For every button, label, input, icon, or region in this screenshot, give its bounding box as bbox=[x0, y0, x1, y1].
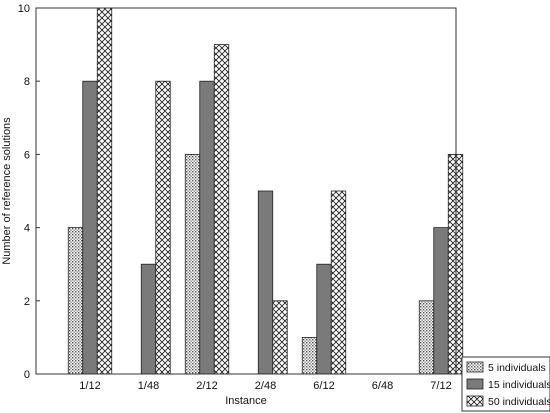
bar-6-12-series-1 bbox=[301, 336, 318, 375]
x-axis-label: Instance bbox=[225, 395, 267, 407]
bar-1-12-series-3 bbox=[96, 7, 113, 375]
bar-7-12-series-1 bbox=[418, 300, 435, 375]
bar-2-48-series-2 bbox=[257, 190, 274, 375]
bar-1-48-series-2 bbox=[140, 263, 157, 375]
legend-swatch-15-individuals bbox=[466, 378, 484, 390]
bar-1-12-series-2 bbox=[82, 80, 98, 375]
bar-1-12-series-1 bbox=[67, 227, 84, 375]
legend-label-5-individuals: 5 individuals bbox=[488, 362, 546, 374]
bar-6-12-series-3 bbox=[330, 190, 347, 375]
bars-group bbox=[67, 7, 464, 375]
bar-2-12-series-1 bbox=[184, 153, 201, 375]
x-tick-label: 7/12 bbox=[430, 380, 451, 392]
bar-2-12-series-2 bbox=[199, 80, 215, 375]
x-tick-label: 2/48 bbox=[255, 380, 276, 392]
legend-label-50-individuals: 50 individuals bbox=[488, 396, 550, 408]
legend-swatch-5-individuals bbox=[466, 361, 484, 373]
y-tick-label: 6 bbox=[24, 149, 30, 161]
y-axis-label: Number of reference solutions bbox=[1, 117, 13, 265]
y-axis-ticks: 0 2 4 6 8 10 bbox=[18, 3, 40, 381]
legend-label-15-individuals: 15 individuals bbox=[488, 379, 550, 391]
plot-frame bbox=[35, 7, 457, 375]
x-tick-label: 1/12 bbox=[79, 380, 100, 392]
bar-2-48-series-3 bbox=[272, 300, 288, 375]
y-tick-label: 4 bbox=[24, 223, 30, 235]
legend-swatch-50-individuals bbox=[466, 395, 484, 407]
bar-1-48-series-3 bbox=[155, 80, 171, 375]
x-tick-label: 6/12 bbox=[313, 380, 334, 392]
x-axis-ticks: 1/12 1/48 2/12 2/48 6/12 6/48 7/12 bbox=[79, 380, 451, 392]
legend: 5 individuals 15 individuals 50 individu… bbox=[461, 356, 550, 412]
y-tick-label: 8 bbox=[24, 76, 30, 88]
x-tick-label: 6/48 bbox=[372, 380, 393, 392]
bar-6-12-series-2 bbox=[316, 263, 332, 375]
x-tick-label: 2/12 bbox=[196, 380, 217, 392]
bar-7-12-series-2 bbox=[433, 227, 449, 375]
y-tick-label: 10 bbox=[18, 3, 30, 15]
y-tick-label: 0 bbox=[24, 369, 30, 381]
bar-2-12-series-3 bbox=[213, 44, 230, 375]
y-tick-label: 2 bbox=[24, 296, 30, 308]
x-tick-label: 1/48 bbox=[138, 380, 159, 392]
